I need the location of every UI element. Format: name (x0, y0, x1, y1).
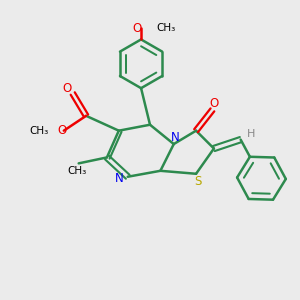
Text: O: O (63, 82, 72, 95)
Text: CH₃: CH₃ (157, 23, 176, 33)
Text: CH₃: CH₃ (68, 166, 87, 176)
Text: O: O (132, 22, 141, 34)
Text: O: O (209, 97, 218, 110)
Text: O: O (58, 124, 67, 137)
Text: S: S (194, 175, 201, 188)
Text: N: N (114, 172, 123, 185)
Text: CH₃: CH₃ (29, 126, 48, 136)
Text: H: H (247, 129, 255, 139)
Text: N: N (171, 131, 180, 144)
